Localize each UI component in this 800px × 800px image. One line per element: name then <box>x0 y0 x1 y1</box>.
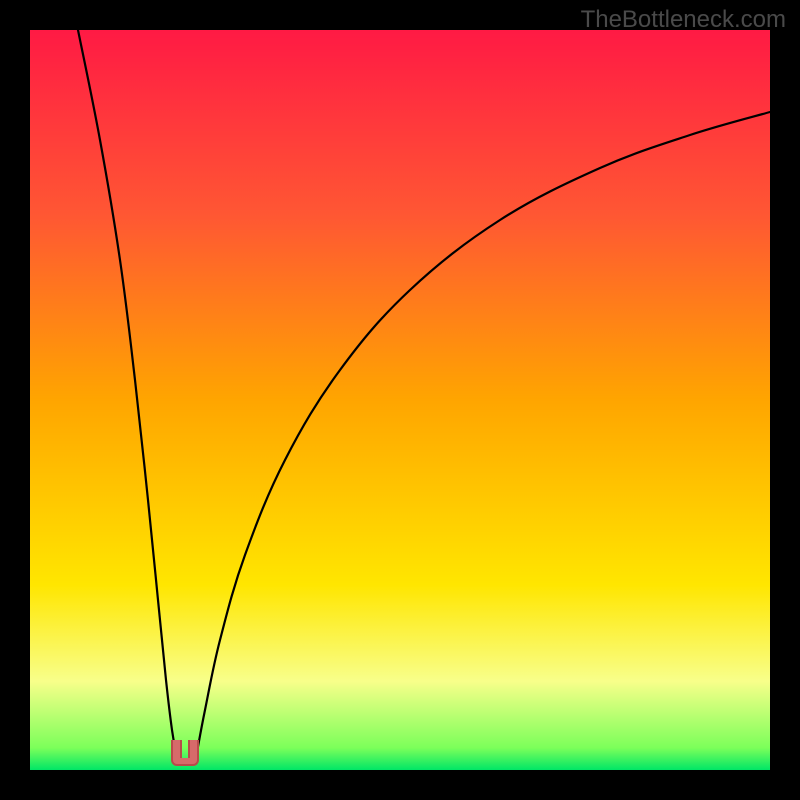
well-base <box>171 758 199 766</box>
curves-layer <box>0 0 800 800</box>
curve-left <box>78 30 176 752</box>
well-marker <box>171 740 201 768</box>
watermark-text: TheBottleneck.com <box>581 6 786 34</box>
chart-frame: TheBottleneck.com <box>0 0 800 800</box>
curve-right <box>197 112 770 752</box>
